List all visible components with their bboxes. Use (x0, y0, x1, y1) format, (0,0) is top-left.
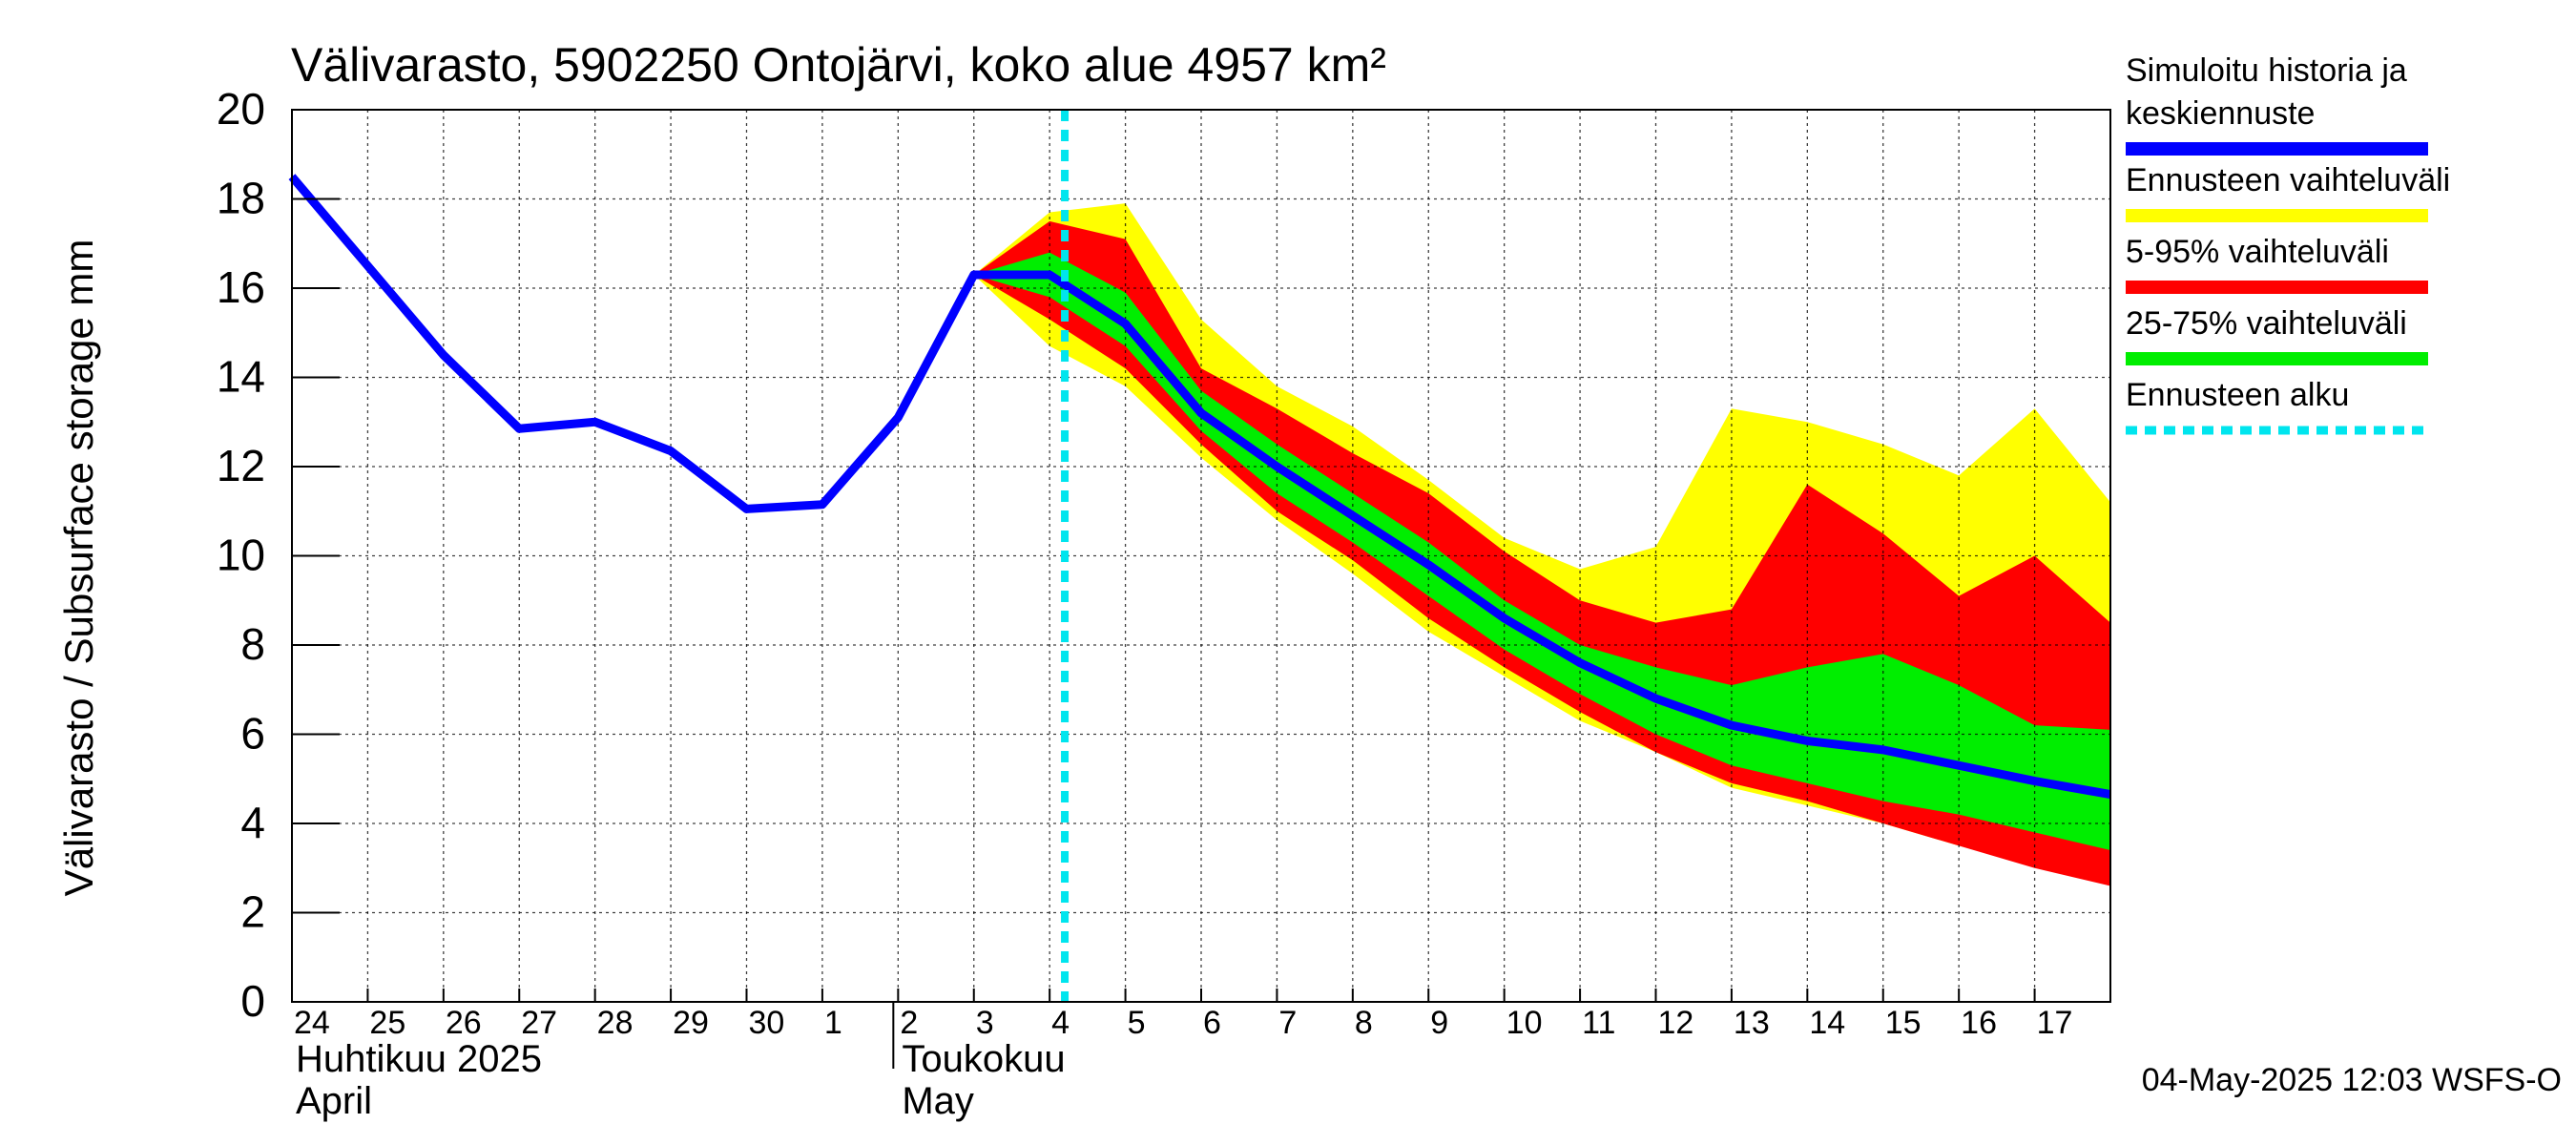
x-tick-label: 9 (1430, 1005, 1448, 1041)
month-label-fi: Huhtikuu 2025 (296, 1038, 542, 1080)
x-tick-label: 24 (294, 1005, 330, 1041)
legend-label: 5-95% vaihteluväli (2126, 234, 2389, 270)
grid (292, 110, 2110, 1002)
y-tick-label: 16 (217, 262, 265, 312)
x-tick-label: 25 (369, 1005, 405, 1041)
y-tick-label: 10 (217, 531, 265, 580)
legend-label: Ennusteen vaihteluväli (2126, 162, 2450, 198)
x-tick-label: 3 (976, 1005, 994, 1041)
chart-title: Välivarasto, 5902250 Ontojärvi, koko alu… (291, 38, 1386, 92)
x-tick-label: 10 (1506, 1005, 1543, 1041)
band-25-75-vaihteluv-li (973, 252, 2110, 851)
month-label-en: April (296, 1080, 372, 1122)
y-tick-label: 14 (217, 352, 265, 402)
x-tick-label: 6 (1203, 1005, 1221, 1041)
y-tick-label: 12 (217, 441, 265, 490)
month-label-fi: Toukokuu (902, 1038, 1065, 1080)
x-tick-label: 28 (597, 1005, 634, 1041)
y-axis-label: Välivarasto / Subsurface storage mm (56, 239, 101, 897)
x-tick-label: 15 (1885, 1005, 1922, 1041)
y-tick-label: 4 (240, 798, 265, 847)
forecast-bands (973, 203, 2110, 886)
y-tick-label: 0 (240, 976, 265, 1026)
series-line-simuloitu-historia-ja-keskiennuste (288, 174, 2111, 800)
x-tick-label: 29 (673, 1005, 709, 1041)
legend-label: keskiennuste (2126, 95, 2315, 132)
legend-label: Ennusteen alku (2126, 377, 2349, 413)
x-tick-label: 17 (2037, 1005, 2073, 1041)
x-tick-label: 1 (824, 1005, 842, 1041)
y-tick-label: 6 (240, 709, 265, 759)
y-tick-label: 2 (240, 887, 265, 937)
x-tick-label: 8 (1355, 1005, 1373, 1041)
x-tick-label: 11 (1582, 1005, 1615, 1041)
y-tick-label: 18 (217, 174, 265, 223)
x-tick-label: 12 (1658, 1005, 1694, 1041)
footer-timestamp: 04-May-2025 12:03 WSFS-O (2142, 1062, 2562, 1098)
series-lines (288, 174, 2111, 800)
x-tick-label: 5 (1128, 1005, 1146, 1041)
y-tick-label: 8 (240, 619, 265, 669)
legend-label: 25-75% vaihteluväli (2126, 305, 2407, 342)
y-tick-label: 20 (217, 84, 265, 134)
legend: Simuloitu historia ja keskiennuste Ennuste… (2126, 52, 2450, 435)
legend-label: Simuloitu historia ja (2126, 52, 2407, 89)
x-tick-label: 27 (521, 1005, 557, 1041)
month-label-en: May (902, 1080, 974, 1122)
x-tick-label: 13 (1734, 1005, 1770, 1041)
x-tick-label: 30 (749, 1005, 785, 1041)
x-tick-label: 7 (1278, 1005, 1297, 1041)
x-tick-label: 2 (900, 1005, 918, 1041)
x-tick-label: 4 (1051, 1005, 1070, 1041)
x-tick-label: 16 (1961, 1005, 1997, 1041)
x-tick-label: 14 (1809, 1005, 1845, 1041)
x-tick-label: 26 (446, 1005, 482, 1041)
